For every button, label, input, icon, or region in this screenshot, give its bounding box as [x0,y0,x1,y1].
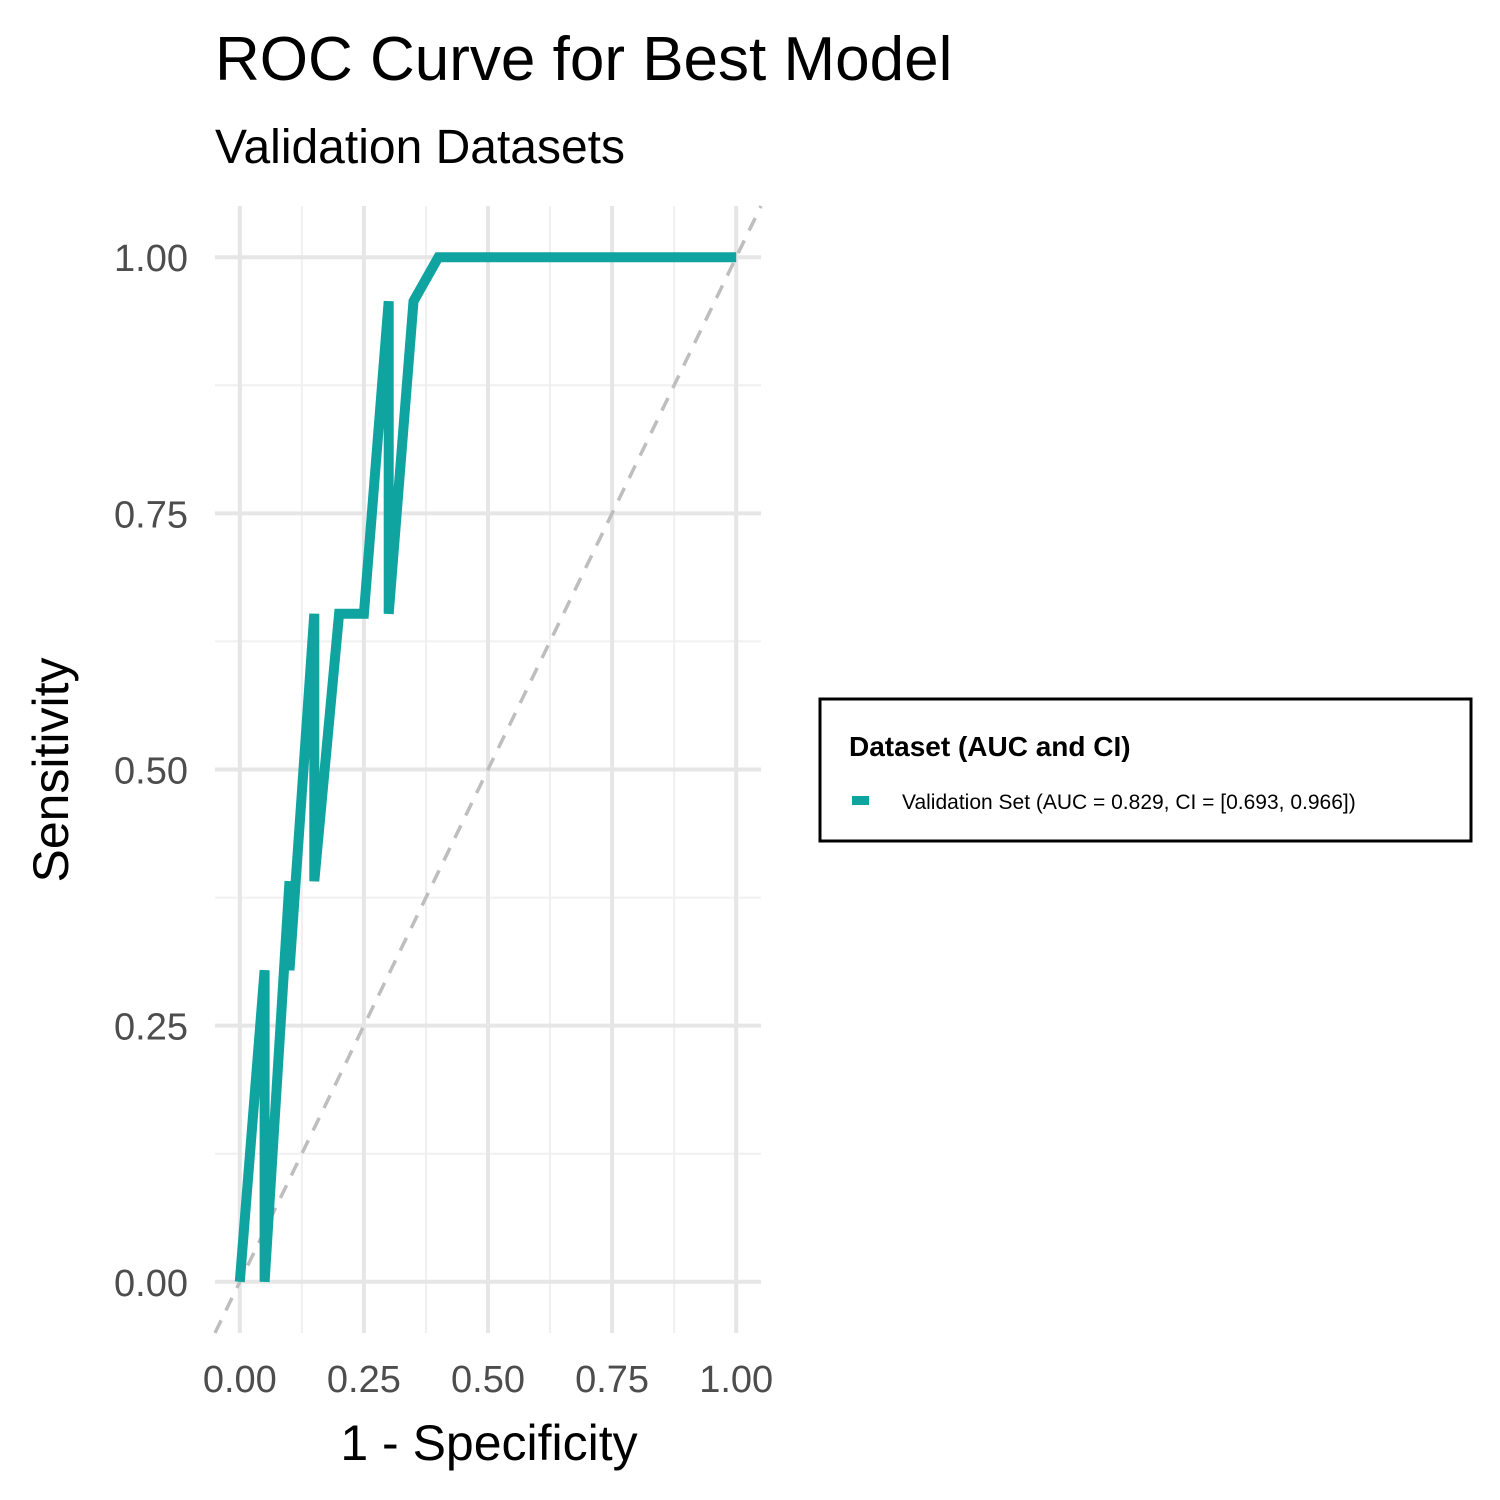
y-tick-label: 0.50 [114,751,188,793]
x-tick-label: 1.00 [699,1359,773,1401]
x-tick-label: 0.50 [451,1359,525,1401]
y-tick-label: 0.75 [114,494,188,536]
legend-key-validation [852,796,869,805]
x-tick-label: 0.75 [575,1359,649,1401]
y-tick-label: 0.00 [114,1263,188,1305]
y-axis-ticks: 0.00 0.25 0.50 0.75 1.00 [114,238,188,1305]
legend-title: Dataset (AUC and CI) [849,731,1131,762]
y-axis-title: Sensitivity [23,657,79,882]
reference-diagonal [213,205,763,1334]
y-tick-label: 1.00 [114,238,188,280]
x-axis-title: 1 - Specificity [340,1415,637,1471]
x-tick-label: 0.00 [203,1359,277,1401]
legend: Dataset (AUC and CI) Validation Set (AUC… [818,697,1473,843]
y-tick-label: 0.25 [114,1007,188,1049]
reference-diagonal-line [213,205,763,1334]
x-axis-ticks: 0.00 0.25 0.50 0.75 1.00 [203,1359,773,1401]
legend-box [818,697,1473,843]
chart-subtitle: Validation Datasets [215,121,625,174]
x-tick-label: 0.25 [327,1359,401,1401]
roc-series-line-0 [234,252,737,1283]
series-layer [234,252,737,1283]
legend-label-validation: Validation Set (AUC = 0.829, CI = [0.693… [902,791,1356,814]
chart-title: ROC Curve for Best Model [215,25,952,94]
